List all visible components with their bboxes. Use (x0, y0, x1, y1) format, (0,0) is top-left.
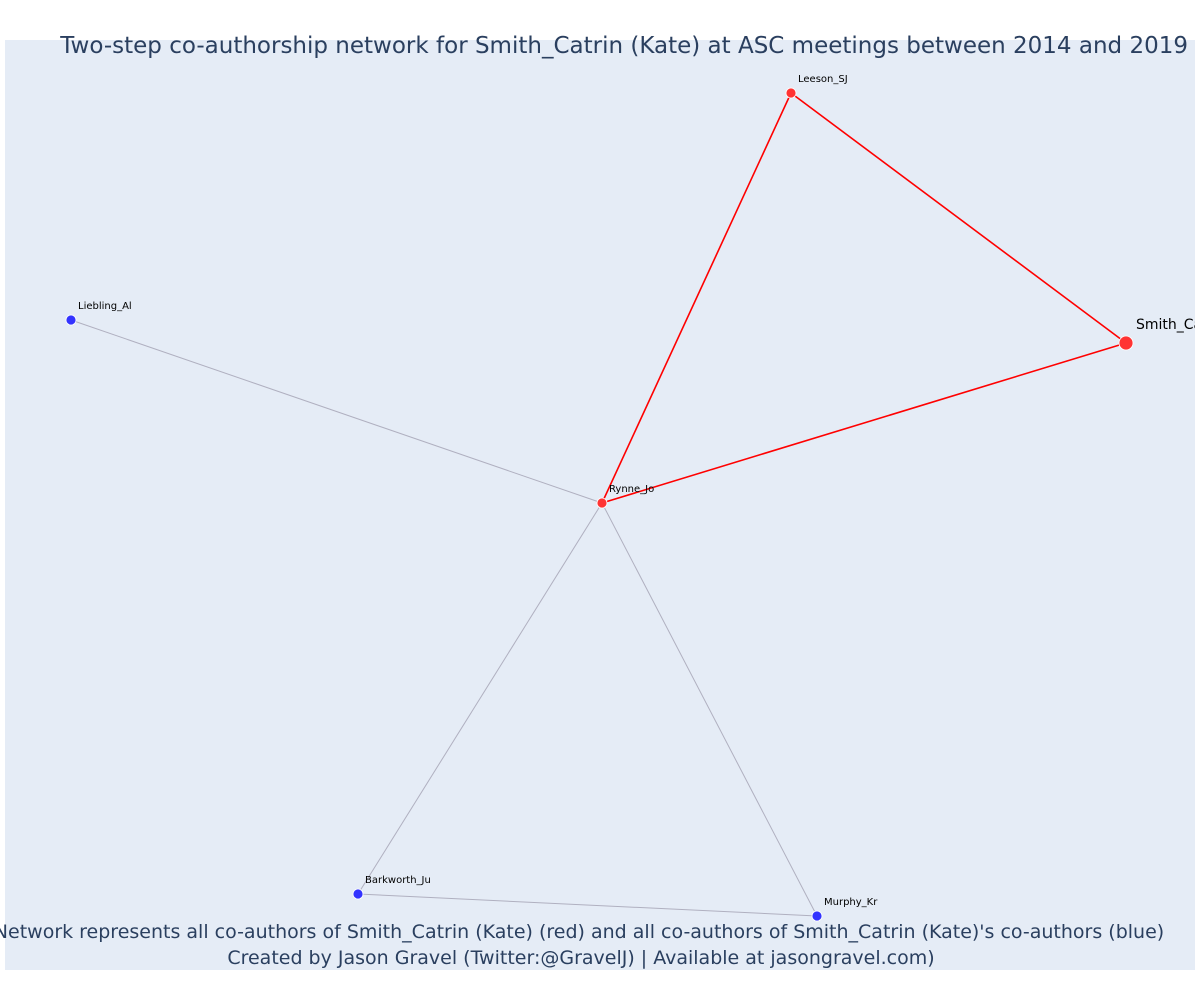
node-barkworth[interactable] (352, 888, 364, 900)
node-leeson[interactable] (785, 87, 797, 99)
chart-title: Two-step co-authorship network for Smith… (59, 33, 1188, 59)
node-label-murphy: Murphy_Kr (824, 897, 878, 908)
edge-leeson-rynne (601, 92, 792, 504)
edges-layer (70, 92, 1127, 917)
caption-line-1: Network represents all co-authors of Smi… (0, 921, 1164, 943)
edge-rynne-smith (601, 342, 1127, 504)
edge-rynne-liebling (70, 319, 603, 504)
node-label-barkworth: Barkworth_Ju (365, 875, 431, 886)
node-liebling[interactable] (65, 314, 77, 326)
edge-barkworth-murphy (357, 893, 818, 917)
node-label-leeson: Leeson_SJ (798, 74, 848, 85)
node-label-smith: Smith_Catrin (Kate) (1136, 317, 1200, 333)
node-label-liebling: Liebling_Al (78, 301, 132, 312)
edge-rynne-barkworth (357, 502, 603, 895)
node-rynne[interactable] (596, 497, 608, 509)
caption-line-2: Created by Jason Gravel (Twitter:@Gravel… (227, 947, 934, 969)
nodes-layer (65, 87, 1134, 922)
edge-leeson-smith (790, 92, 1127, 344)
labels-layer: Smith_Catrin (Kate) Leeson_SJ Rynne_Jo Lieb… (78, 74, 1200, 908)
node-smith[interactable] (1118, 335, 1134, 351)
edge-rynne-murphy (601, 502, 818, 917)
node-murphy[interactable] (811, 910, 823, 922)
node-label-rynne: Rynne_Jo (609, 484, 654, 495)
